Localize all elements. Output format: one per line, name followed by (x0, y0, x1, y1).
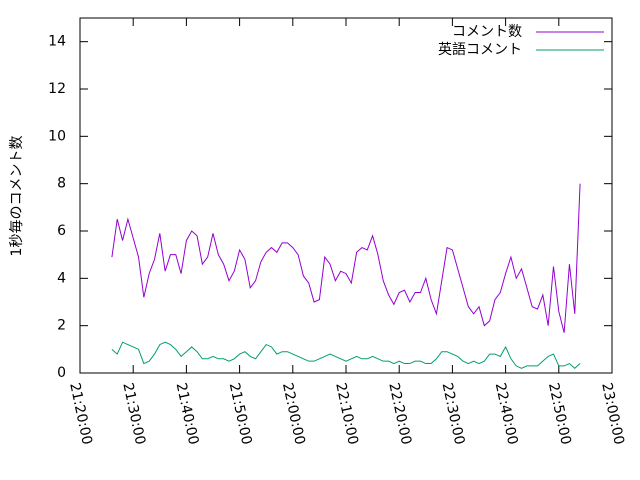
y-tick-label: 12 (48, 81, 66, 97)
legend-label: コメント数 (452, 24, 522, 40)
legend-label: 英語コメント (438, 41, 522, 58)
x-tick-label: 22:50:00 (545, 381, 574, 446)
x-tick-label: 22:40:00 (492, 381, 521, 446)
y-tick-label: 2 (57, 318, 66, 334)
plot-frame (79, 17, 613, 374)
y-tick-label: 4 (57, 270, 66, 286)
x-tick-label: 21:40:00 (173, 381, 202, 446)
series-line (111, 183, 581, 333)
x-tick-label: 22:30:00 (439, 381, 468, 446)
x-tick-label: 21:20:00 (66, 381, 95, 446)
x-tick-label: 22:00:00 (279, 381, 308, 446)
y-tick-label: 6 (57, 223, 66, 239)
x-tick-label: 21:30:00 (119, 381, 148, 446)
x-tick-label: 22:10:00 (332, 381, 361, 446)
x-tick-label: 22:20:00 (385, 381, 414, 446)
y-tick-label: 0 (57, 365, 66, 381)
y-tick-label: 8 (57, 176, 66, 192)
series-line (111, 341, 581, 369)
x-tick-label: 21:50:00 (226, 381, 255, 446)
y-tick-label: 14 (48, 34, 66, 50)
y-tick-label: 10 (48, 128, 66, 144)
x-tick-label: 23:00:00 (598, 381, 627, 446)
y-axis-label: 1秒毎のコメント数 (9, 136, 25, 257)
